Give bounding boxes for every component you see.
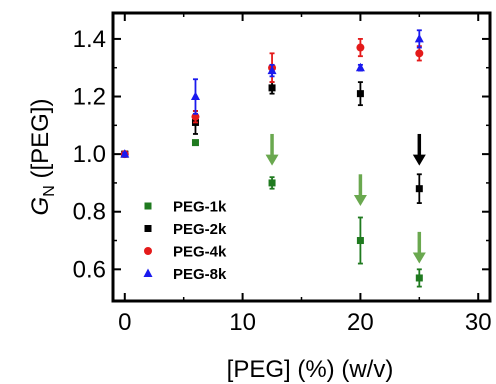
x-axis-title: [PEG] (%) (w/v) [227,356,394,383]
x-tick-label: 30 [465,309,492,336]
y-tick-label: 0.6 [73,256,106,283]
peg-8k-point [190,91,200,101]
peg-2k-point [356,90,364,98]
arrow-head [353,194,367,206]
y-tick-label: 0.8 [73,199,106,226]
y-axis-title-main: G [27,197,54,216]
legend-peg-1k-label: PEG-1k [173,199,227,216]
arrow-head [412,252,426,264]
y-axis-title-subscript: N [41,185,58,197]
axis-ticks [113,13,490,301]
peg-1k-point [268,179,276,187]
arrow-head [412,154,426,166]
y-axis-title: GN ([PEG]) [27,99,58,216]
peg-2k-point [415,185,423,193]
peg-2k-point [268,84,276,92]
peg-1k-point [415,274,423,282]
y-tick-label: 1.0 [73,141,106,168]
peg-1k-point [356,237,364,245]
legend-peg-4k-label: PEG-4k [173,244,227,261]
legend-peg-1k-marker [144,202,152,210]
peg-8k-point [414,33,424,43]
peg-4k-point [415,49,424,58]
x-tick-label: 20 [347,309,374,336]
legend-peg-8k-label: PEG-8k [173,266,227,283]
y-axis-title-rest: ([PEG]) [27,99,54,186]
arrow-annotations [265,133,426,264]
legend: PEG-1k PEG-2k PEG-4k PEG-8k [143,199,227,283]
legend-peg-4k-marker [144,247,152,255]
x-tick-label: 0 [118,309,131,336]
peg-4k-point [356,43,365,52]
x-tick-label: 10 [229,309,256,336]
y-tick-label: 1.4 [73,26,106,53]
legend-peg-2k-marker [144,225,152,232]
axis-tick-labels: 0 10 20 30 0.6 0.8 1.0 1.2 1.4 [73,26,492,336]
arrow-head [265,154,279,166]
data-points [120,29,424,288]
legend-peg-2k-label: PEG-2k [173,221,227,238]
peg-1k-point [191,139,199,147]
peg-8k-point [120,149,130,158]
plot-frame [111,11,492,303]
y-tick-label: 1.2 [73,84,106,111]
peg-8k-point [355,62,365,72]
peg-8k-point [267,65,277,75]
legend-peg-8k-marker [143,268,153,277]
